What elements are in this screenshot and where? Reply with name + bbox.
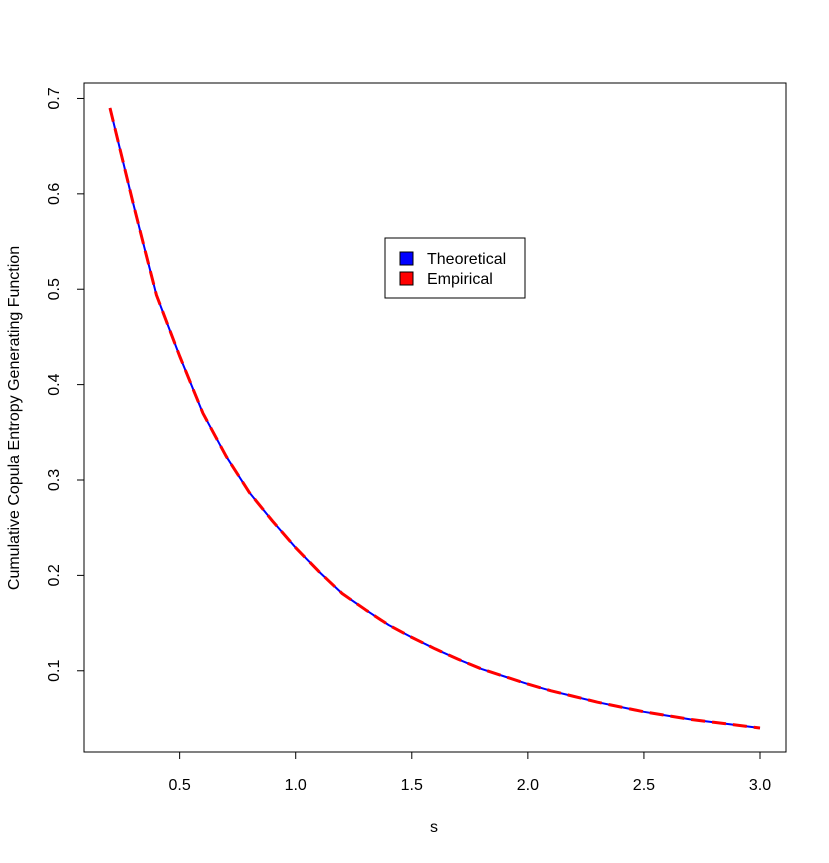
y-tick-label: 0.3 [46,469,63,491]
x-tick-label: 3.0 [749,777,771,794]
legend-box [384,237,526,299]
legend-label-empirical: Empirical [427,271,493,288]
legend: Theoretical Empirical [384,237,526,299]
legend-label-theoretical: Theoretical [427,251,506,268]
legend-swatch-theoretical [399,251,414,266]
series-line-theoretical [109,107,761,729]
y-tick-label: 0.2 [46,564,63,586]
y-axis-label: Cumulative Copula Entropy Generating Fun… [6,246,23,590]
x-tick-label: 0.5 [169,777,191,794]
y-tick-label: 0.4 [46,373,63,395]
y-tick-label: 0.1 [46,660,63,682]
series-line-empirical [108,107,761,730]
x-tick-label: 1.0 [285,777,307,794]
y-tick-label: 0.7 [46,87,63,109]
y-axis: 0.1 0.2 0.3 0.4 0.5 0.6 0.7 [46,87,85,682]
x-tick-label: 2.0 [517,777,539,794]
plot-frame [83,82,787,753]
legend-swatch-empirical [399,271,414,286]
x-tick-label: 2.5 [633,777,655,794]
x-tick-label: 1.5 [401,777,423,794]
x-axis-label: s [430,819,438,836]
y-tick-label: 0.6 [46,183,63,205]
x-axis: 0.5 1.0 1.5 2.0 2.5 3.0 [169,751,771,794]
series-layer [108,107,761,730]
y-tick-label: 0.5 [46,278,63,300]
